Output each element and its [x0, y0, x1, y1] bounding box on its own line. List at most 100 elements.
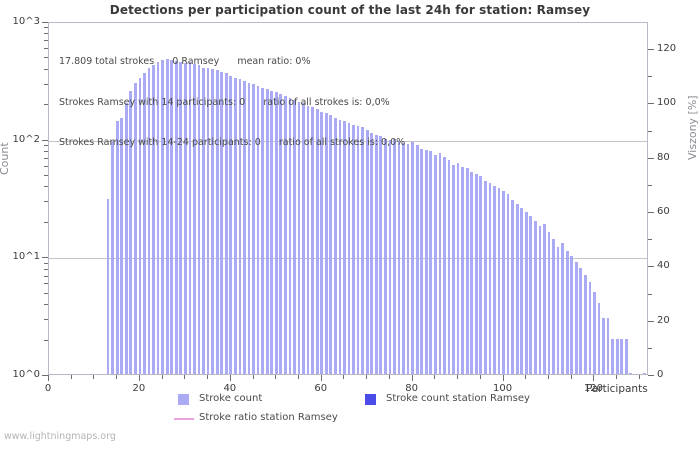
bar [515, 203, 519, 374]
y-tick-label: 10^0 [12, 369, 40, 380]
bar [583, 274, 587, 374]
bar [206, 68, 210, 374]
bar [343, 121, 346, 374]
bar [174, 60, 178, 374]
y-tick-minor [44, 104, 48, 105]
y-tick-minor [44, 145, 48, 146]
x-tick-minor [207, 375, 208, 379]
bar [452, 164, 455, 374]
bar [611, 338, 615, 374]
bar [156, 61, 160, 374]
x-tick-minor [639, 375, 640, 379]
legend-swatch-icon [178, 394, 189, 405]
y-right-tick [648, 375, 654, 376]
y-right-tick-minor [648, 348, 652, 349]
bar [447, 159, 451, 374]
y-tick-minor [44, 304, 48, 305]
y-tick-minor [44, 186, 48, 187]
y-right-tick-minor [648, 185, 652, 186]
x-tick-minor [525, 375, 526, 379]
x-tick-label: 0 [44, 383, 52, 394]
bar [529, 216, 533, 374]
y-right-tick [648, 266, 654, 267]
bar [197, 65, 201, 374]
bar [438, 153, 442, 374]
y-tick-major [42, 140, 48, 141]
bar [370, 132, 374, 374]
x-tick-minor [71, 375, 72, 379]
bar [315, 108, 319, 374]
y-right-tick [648, 212, 654, 213]
bar [106, 198, 110, 374]
bar [224, 73, 228, 374]
x-tick-minor [366, 375, 367, 379]
bar [388, 139, 392, 374]
y-right-tick [648, 49, 654, 50]
bar [143, 72, 146, 374]
y-tick-minor [44, 33, 48, 34]
bar [365, 130, 369, 374]
x-tick-minor [480, 375, 481, 379]
y-tick-major [42, 22, 48, 23]
y-tick-minor [44, 263, 48, 264]
bar [543, 223, 546, 374]
bar [361, 127, 365, 374]
bar [347, 123, 351, 374]
bar [383, 138, 387, 374]
legend-label: Stroke count [199, 393, 263, 404]
bar [493, 185, 496, 374]
bar [643, 373, 646, 374]
bar [624, 338, 628, 374]
x-tick-minor [457, 375, 458, 379]
bar [215, 70, 219, 374]
bar [306, 105, 310, 374]
stroke-ratio-line [49, 23, 647, 374]
bar [352, 125, 355, 374]
bar [433, 155, 437, 374]
y-tick-minor [44, 158, 48, 159]
bar [379, 136, 383, 374]
y-right-tick [648, 158, 654, 159]
x-tick [412, 375, 413, 381]
x-tick-label: 120 [583, 383, 603, 394]
bar [220, 71, 224, 374]
bar [579, 267, 583, 374]
y-tick-minor [44, 84, 48, 85]
y-right-tick-label: 60 [657, 206, 670, 218]
bar [320, 111, 324, 374]
y-tick-label: 10^3 [12, 16, 40, 27]
bar [243, 80, 246, 374]
bar [302, 103, 305, 374]
x-tick-minor [616, 375, 617, 379]
bar [270, 90, 274, 374]
x-tick-minor [275, 375, 276, 379]
bar [615, 338, 619, 374]
x-tick [139, 375, 140, 381]
bar [138, 77, 142, 374]
bar [397, 141, 401, 374]
y-tick-minor [44, 166, 48, 167]
y-axis-right-label: Viszony [%] [686, 95, 699, 160]
bar [297, 101, 301, 374]
bar [293, 99, 296, 374]
x-tick-minor [162, 375, 163, 379]
y-right-tick [648, 321, 654, 322]
bar [288, 98, 292, 374]
bar [238, 79, 242, 374]
x-axis-label: Participants [586, 383, 648, 395]
y-axis-left-label: Count [0, 142, 11, 175]
legend-swatch-icon [365, 394, 376, 405]
bar [188, 62, 192, 374]
y-right-tick [648, 103, 654, 104]
x-tick-minor [93, 375, 94, 379]
y-tick-minor [44, 269, 48, 270]
y-tick-label: 10^2 [12, 133, 40, 145]
x-tick [321, 375, 322, 381]
y-tick-minor [44, 57, 48, 58]
bar [374, 134, 378, 374]
bar [129, 90, 133, 374]
bar [420, 148, 424, 374]
bar [393, 138, 396, 374]
y-right-tick-minor [648, 294, 652, 295]
bar [202, 67, 205, 374]
